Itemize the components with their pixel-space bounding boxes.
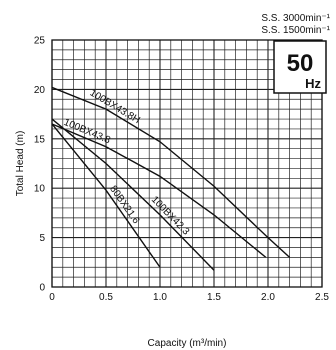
axes: Capacity (m³/min) Total Head (m) 0 0.5 1.0… (15, 36, 329, 350)
speed-legend: S.S. 3000min⁻¹ S.S. 1500min⁻¹ 50 Hz (261, 13, 331, 94)
speed-label-3000: S.S. 3000min⁻¹ (261, 13, 330, 24)
frequency-value: 50 (287, 50, 314, 77)
plot-frame (51, 39, 323, 288)
y-tick-label: 10 (34, 184, 46, 195)
x-tick-label: 2.5 (315, 292, 329, 303)
frequency-badge (273, 40, 327, 94)
series-line (51, 86, 291, 258)
x-tick-label: 1.0 (153, 292, 167, 303)
x-tick-label: 1.5 (207, 292, 221, 303)
series-line (51, 123, 267, 258)
y-tick-label: 15 (34, 134, 46, 145)
y-tick-label: 20 (34, 85, 46, 96)
series-line (51, 123, 161, 268)
frequency-unit: Hz (305, 76, 321, 91)
series-label: 100BX43.8H (88, 87, 142, 126)
x-tick-label: 0.5 (99, 292, 113, 303)
x-tick-label: 0 (49, 292, 55, 303)
series-line (51, 118, 215, 271)
y-axis-label: Total Head (m) (15, 131, 26, 197)
x-tick-label: 2.0 (261, 292, 275, 303)
series-label: 100BX42.3 (149, 194, 192, 237)
series-group (51, 86, 291, 271)
x-axis-label: Capacity (m³/min) (148, 338, 227, 349)
series-label: 80BX21.6 (107, 184, 141, 227)
y-tick-label: 0 (39, 283, 45, 294)
y-tick-label: 5 (39, 233, 45, 244)
y-tick-label: 25 (34, 36, 46, 47)
speed-label-1500: S.S. 1500min⁻¹ (261, 25, 330, 36)
